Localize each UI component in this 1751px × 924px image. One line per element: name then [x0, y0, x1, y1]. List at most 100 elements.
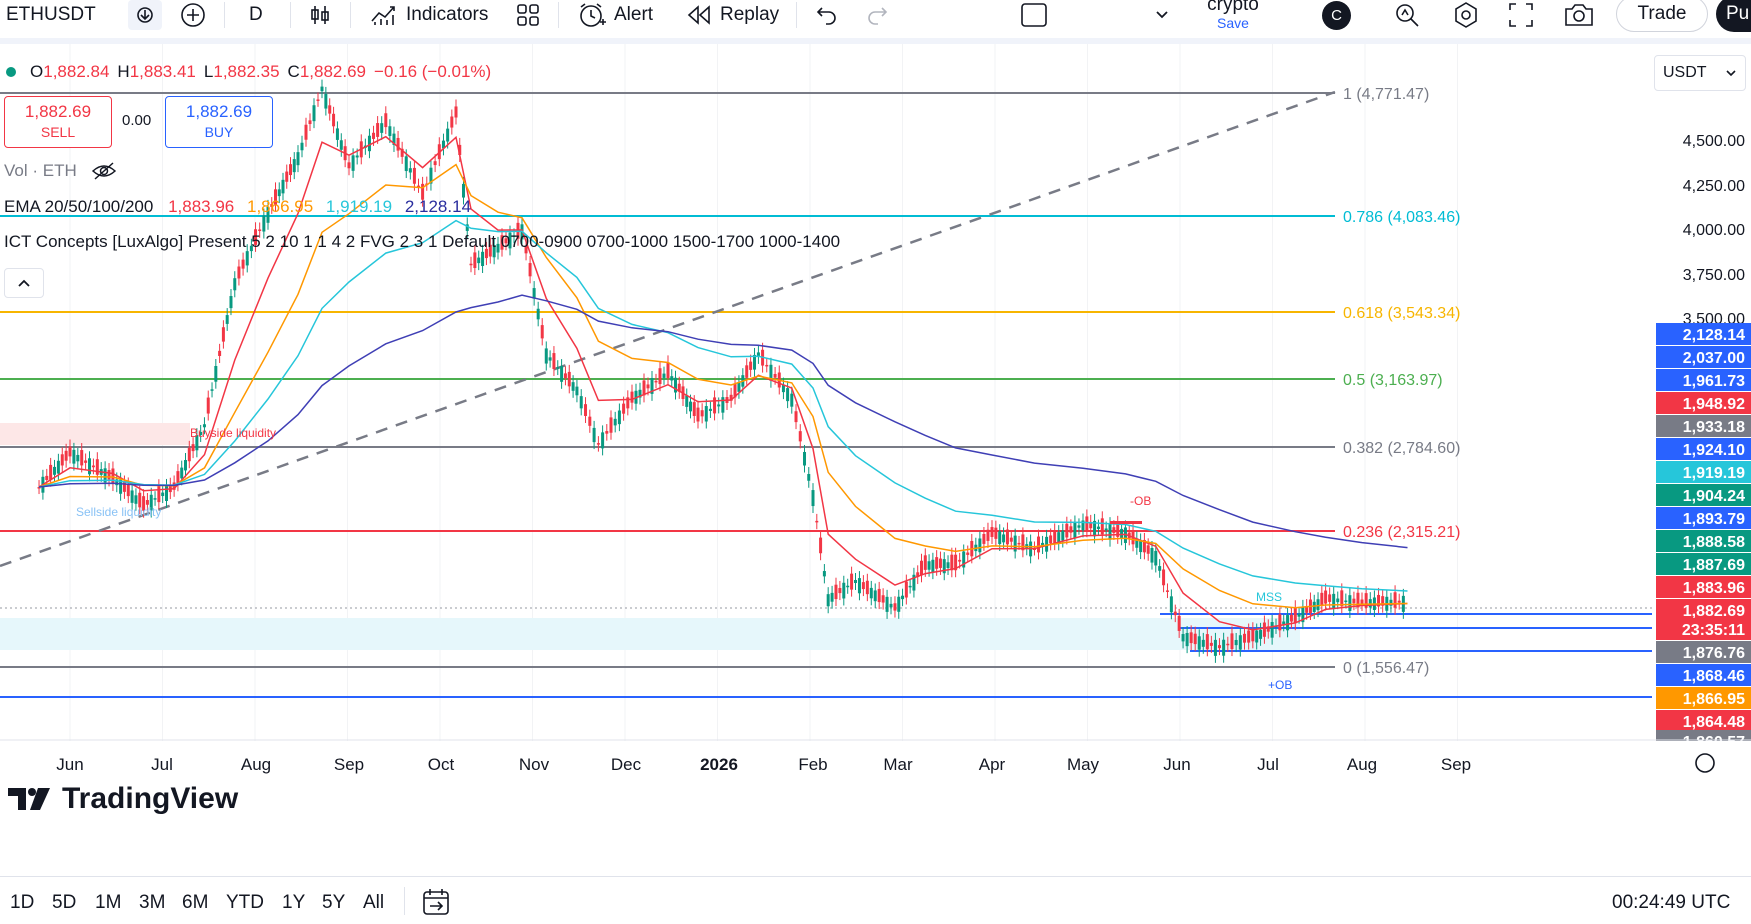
- price-axis-tick-label: 4,250.00: [1683, 178, 1745, 195]
- trade-button[interactable]: Trade: [1616, 0, 1708, 32]
- fullscreen-button[interactable]: [1508, 0, 1534, 30]
- sell-price: 1,882.69: [24, 102, 92, 121]
- layout-menu-button[interactable]: [1154, 0, 1170, 30]
- candle-body: [575, 386, 579, 396]
- ema-legend[interactable]: EMA 20/50/100/200 1,883.96 1,866.95 1,91…: [4, 197, 471, 217]
- candle-body: [842, 582, 846, 599]
- trade-label: Trade: [1637, 3, 1687, 24]
- interval-button[interactable]: D: [249, 0, 263, 30]
- candle-body: [1077, 525, 1081, 528]
- range-1m[interactable]: 1M: [95, 892, 122, 913]
- ema20-line: [38, 135, 1408, 631]
- candle-body: [56, 460, 60, 474]
- candle-body: [53, 466, 57, 475]
- candle-body: [588, 416, 592, 426]
- candle-body: [807, 474, 811, 481]
- symbol-search[interactable]: ETHUSDT: [0, 0, 180, 30]
- range-ytd[interactable]: YTD: [226, 892, 264, 913]
- candle-body: [1278, 614, 1282, 631]
- candle-body: [258, 229, 262, 231]
- snapshot-button[interactable]: [1564, 0, 1594, 30]
- candle-body: [1005, 529, 1009, 545]
- candle-body: [1162, 569, 1166, 586]
- layout-select-button[interactable]: [1020, 0, 1048, 30]
- candle-body: [978, 538, 982, 553]
- add-compare-button[interactable]: [128, 0, 162, 30]
- replay-button[interactable]: Replay: [686, 0, 779, 30]
- candle-body: [500, 235, 504, 250]
- range-6m[interactable]: 6M: [182, 892, 209, 913]
- sell-button[interactable]: 1,882.69 SELL: [4, 96, 112, 148]
- utc-clock[interactable]: 00:24:49 UTC: [1612, 892, 1731, 913]
- candle-body: [429, 167, 433, 184]
- avatar[interactable]: C: [1322, 1, 1351, 30]
- candle-body: [834, 584, 838, 600]
- chart-type-button[interactable]: [308, 0, 332, 30]
- goto-date-button[interactable]: [422, 888, 452, 916]
- range-1y[interactable]: 1Y: [282, 892, 306, 913]
- templates-button[interactable]: [516, 0, 540, 30]
- save-layout-button[interactable]: crypto Save: [1168, 0, 1298, 32]
- candle-body: [908, 585, 912, 588]
- axis-settings-icon[interactable]: [1695, 753, 1715, 773]
- candle-body: [885, 596, 889, 612]
- candle-body: [1348, 595, 1352, 611]
- time-axis-tick-label: Oct: [428, 755, 455, 774]
- avatar-letter: C: [1331, 7, 1342, 24]
- indicators-button[interactable]: Indicators: [370, 0, 488, 30]
- indicators-icon: [370, 3, 398, 27]
- candle-body: [450, 116, 454, 128]
- candle-body: [729, 394, 733, 401]
- candle-body: [1093, 520, 1097, 537]
- undo-button[interactable]: [814, 0, 838, 30]
- candle-body: [1009, 537, 1013, 542]
- candle-body: [384, 113, 388, 128]
- ict-annotation: +OB: [1268, 678, 1292, 692]
- tradingview-logo[interactable]: TradingView: [8, 782, 238, 816]
- settings-button[interactable]: [1452, 0, 1480, 30]
- candle-body: [130, 490, 134, 503]
- candle-body: [571, 382, 575, 391]
- fib-level-label: 0.5 (3,163.97): [1343, 372, 1443, 389]
- range-5d[interactable]: 5D: [52, 892, 77, 913]
- replay-label: Replay: [720, 4, 780, 25]
- candle-body: [745, 365, 749, 378]
- collapse-legend-button[interactable]: [4, 268, 44, 298]
- ict-legend[interactable]: ICT Concepts [LuxAlgo] Present 5 2 10 1 …: [4, 232, 840, 252]
- candle-body: [49, 464, 53, 480]
- candle-body: [773, 374, 777, 378]
- currency-select[interactable]: USDT: [1654, 55, 1746, 91]
- candle-body: [950, 554, 954, 571]
- candle-body: [84, 460, 88, 463]
- range-3m[interactable]: 3M: [139, 892, 166, 913]
- candle-body: [37, 487, 41, 489]
- candle-body: [592, 427, 596, 443]
- quick-search-button[interactable]: [1394, 0, 1420, 30]
- range-5y[interactable]: 5Y: [322, 892, 346, 913]
- buy-button[interactable]: 1,882.69 BUY: [165, 96, 273, 148]
- volume-legend[interactable]: Vol · ETH: [4, 161, 117, 181]
- redo-button[interactable]: [866, 0, 890, 30]
- alert-button[interactable]: Alert: [578, 0, 653, 30]
- publish-button[interactable]: Pu: [1716, 0, 1751, 32]
- candle-body: [1312, 601, 1316, 613]
- candle-body: [536, 308, 540, 320]
- candle-body: [1123, 527, 1127, 543]
- candle-body: [1112, 527, 1116, 533]
- range-all[interactable]: All: [363, 892, 385, 913]
- candle-body: [142, 496, 146, 511]
- price-chart[interactable]: 1 (4,771.47) 0.786 (4,083.46) 0.618 (3,543…: [0, 44, 1751, 876]
- candle-body: [927, 561, 931, 570]
- eye-off-icon[interactable]: [91, 161, 117, 181]
- candle-body: [873, 590, 877, 602]
- candle-body: [1096, 526, 1100, 529]
- range-1d[interactable]: 1D: [10, 892, 35, 913]
- add-symbol-button[interactable]: [180, 0, 206, 30]
- candle-body: [938, 558, 942, 568]
- candle-body: [966, 552, 970, 555]
- candle-body: [289, 164, 292, 176]
- candle-body: [1324, 590, 1328, 604]
- candle-body: [1393, 592, 1397, 608]
- toolbar-divider: [796, 2, 797, 28]
- candle-body: [122, 482, 126, 492]
